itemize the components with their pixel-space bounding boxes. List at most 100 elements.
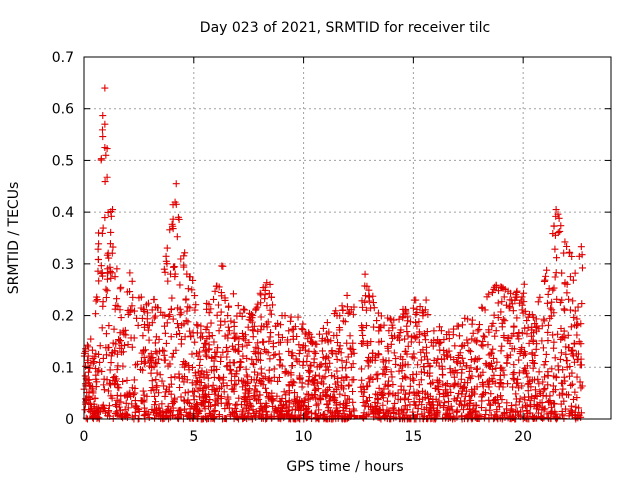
data-point [288,406,296,414]
data-point [113,381,121,389]
data-point [153,382,161,390]
data-point [147,354,155,362]
data-point [232,380,240,388]
data-point [128,343,136,351]
data-point [265,289,273,297]
data-point [578,382,586,390]
data-point [467,408,475,416]
data-point [150,363,158,371]
data-point [520,351,528,359]
data-point [574,303,582,311]
data-point [422,336,430,344]
data-point [220,388,228,396]
data-point [525,339,533,347]
data-point [245,338,253,346]
data-point [566,306,574,314]
data-point [542,272,550,280]
data-point [570,339,578,347]
data-point [522,369,530,377]
data-point [295,341,303,349]
data-point [107,381,115,389]
data-point [174,213,182,221]
data-point [246,309,254,317]
data-point [191,338,199,346]
data-point [578,251,586,259]
data-point [473,336,481,344]
data-point [508,405,516,413]
data-point [330,394,338,402]
data-point [349,398,357,406]
data-point [398,405,406,413]
data-point [310,375,318,383]
data-point [102,151,110,159]
data-point [359,382,367,390]
data-point [386,389,394,397]
data-point [105,343,113,351]
data-point [224,331,232,339]
data-point [306,362,314,370]
data-point [404,332,412,340]
data-point [435,397,443,405]
data-point [333,312,341,320]
data-point [334,339,342,347]
data-point [514,375,522,383]
data-point [391,399,399,407]
data-point [152,383,160,391]
data-point [326,383,334,391]
data-point [184,285,192,293]
data-point [343,339,351,347]
data-point [107,392,115,400]
data-point [95,366,103,374]
data-point [346,332,354,340]
data-point [443,331,451,339]
data-point [168,353,176,361]
data-point [180,396,188,404]
data-point [426,362,434,370]
data-point [394,395,402,403]
data-point [249,326,257,334]
data-point [467,396,475,404]
data-point [201,382,209,390]
data-point [263,320,271,328]
data-point [206,396,214,404]
data-point [487,390,495,398]
data-point [182,295,190,303]
data-point [539,344,547,352]
data-point [262,407,270,415]
data-point [557,379,565,387]
data-point [369,376,377,383]
data-point [205,300,213,308]
data-point [506,412,514,420]
data-point [243,371,251,379]
data-point [479,332,487,340]
data-point [559,366,567,374]
data-point [516,395,524,403]
data-point [218,292,226,300]
data-point [323,319,331,327]
data-point [304,395,312,403]
data-point [192,301,200,309]
data-point [147,369,155,377]
data-point [295,413,303,421]
data-point [415,381,423,389]
data-point [281,368,289,376]
data-point [239,332,247,340]
data-point [117,314,125,322]
data-point [482,406,490,414]
data-point [497,308,505,316]
data-point [101,144,109,151]
data-point [464,379,472,387]
data-point [509,307,517,315]
data-point [415,318,423,326]
data-point [246,385,254,393]
data-point [447,388,455,396]
data-point [325,397,333,405]
gap-marker [358,415,363,419]
data-point [88,412,96,420]
data-point [417,356,425,364]
data-point [560,373,568,381]
data-point [175,374,183,382]
data-point [169,263,177,271]
data-point [495,287,503,295]
data-point [464,339,472,347]
